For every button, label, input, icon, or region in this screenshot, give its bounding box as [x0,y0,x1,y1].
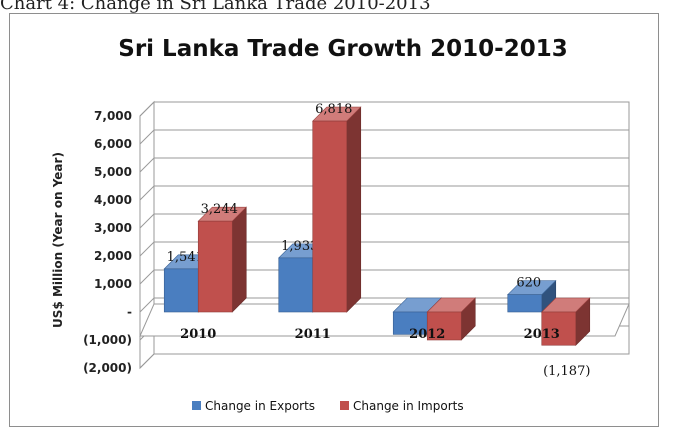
bar-imports-side [346,106,362,313]
category-label: 2012 [409,327,445,342]
bar-exports [507,294,543,313]
y-tick-label: - [127,305,132,319]
y-tick-label: 5,000 [94,165,132,179]
y-tick-label: (1,000) [83,333,132,347]
data-label: 6,818 [315,102,352,117]
data-label: 1,541 [167,250,204,265]
data-label: 3,244 [201,202,238,217]
category-label: 2011 [295,327,331,342]
data-label: 1,933 [281,239,318,254]
category-label: 2013 [524,327,560,342]
data-label: 620 [516,276,541,291]
gridline [139,213,629,229]
gridline [139,353,629,369]
legend-label-exports: Change in Exports [205,399,315,413]
bar-imports-side [231,206,247,313]
legend-swatch-exports [192,401,201,410]
y-tick-label: 2,000 [94,249,132,263]
bar-exports [163,268,199,313]
y-axis-label: US$ Million (Year on Year) [51,152,65,328]
gridline [139,241,629,257]
y-tick-label: 1,000 [94,277,132,291]
gridline [139,129,629,145]
bar-imports [197,220,233,313]
bar-imports [312,120,348,313]
data-label: (1,187) [543,364,590,379]
bar-exports [278,257,314,313]
bar-imports [541,311,577,346]
y-tick-label: 3,000 [94,221,132,235]
gridline [139,269,629,285]
chart-title: Sri Lanka Trade Growth 2010-2013 [118,36,568,62]
y-tick-label: 4,000 [94,193,132,207]
y-tick-label: 6,000 [94,137,132,151]
bar-imports [426,311,462,341]
gridline [139,185,629,201]
y-tick-label: 7,000 [94,109,132,123]
gridline [139,157,629,173]
chart-caption: Chart 4: Change in Sri Lanka Trade 2010-… [0,0,431,14]
y-tick-label: (2,000) [83,361,132,375]
category-label: 2010 [180,327,216,342]
gridline [139,101,629,117]
legend-label-imports: Change in Imports [353,399,464,413]
legend-swatch-imports [340,401,349,410]
